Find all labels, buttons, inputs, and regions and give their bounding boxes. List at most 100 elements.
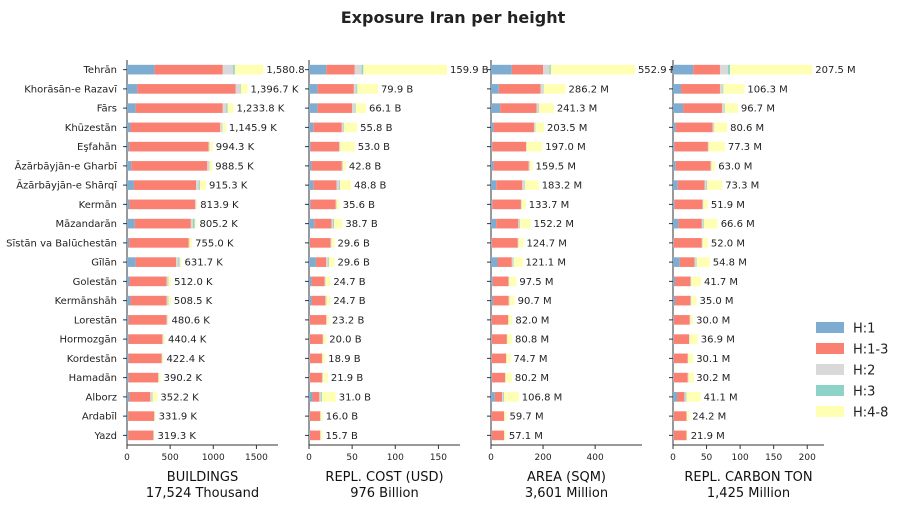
bar-segment xyxy=(497,257,512,267)
x-axis-total: 17,524 Thousand xyxy=(146,486,259,501)
bar-segment xyxy=(189,238,193,248)
bar-segment xyxy=(673,430,687,441)
bar-segment xyxy=(491,238,518,248)
bar-segment xyxy=(492,372,506,383)
bar-segment xyxy=(536,103,539,113)
bar-segment xyxy=(309,392,313,402)
bar-segment xyxy=(320,430,323,441)
bar-segment xyxy=(222,122,226,133)
bar-segment xyxy=(309,64,327,75)
data-label: 29.6 B xyxy=(338,258,370,269)
bar-segment xyxy=(506,353,511,364)
x-tick-label: 0 xyxy=(488,453,494,463)
bar-segment xyxy=(492,276,509,287)
bar-segment xyxy=(162,353,164,364)
data-label: 1,233.8 K xyxy=(236,104,284,115)
bar-segment xyxy=(163,334,166,344)
x-axis-label: AREA (SQM) xyxy=(527,470,606,485)
bar-segment xyxy=(701,218,704,229)
data-label: 631.7 K xyxy=(185,258,224,269)
data-label: 106.8 M xyxy=(522,392,562,403)
bar-segment xyxy=(673,103,684,113)
category-label: Āzārbāyjān-e Shārqī xyxy=(16,179,117,192)
bar-segment xyxy=(491,161,494,171)
data-label: 124.7 M xyxy=(526,238,566,249)
bar-segment xyxy=(703,218,704,229)
bar-segment xyxy=(128,411,155,421)
data-label: 54.8 M xyxy=(713,258,747,269)
bar-segment xyxy=(309,353,322,364)
bar-segment xyxy=(127,103,136,113)
data-label: 80.6 M xyxy=(730,123,764,134)
bar-segment xyxy=(543,84,566,94)
data-label: 183.2 M xyxy=(542,181,582,192)
bar-segment xyxy=(309,295,312,306)
bar-segment xyxy=(673,180,678,190)
bar-segment xyxy=(685,392,687,402)
bar-segment xyxy=(361,64,364,75)
bar-segment xyxy=(518,218,520,229)
bar-segment xyxy=(309,411,310,421)
bar-segment xyxy=(493,161,529,171)
bar-segment xyxy=(194,218,197,229)
bar-segment xyxy=(673,295,676,306)
bar-segment xyxy=(309,238,331,248)
bar-segment xyxy=(673,84,682,94)
bar-segment xyxy=(491,334,507,344)
data-label: 133.7 M xyxy=(529,200,569,211)
bar-segment xyxy=(128,353,162,364)
bar-segment xyxy=(363,64,447,75)
bar-segment xyxy=(704,180,707,190)
data-label: 53.0 B xyxy=(358,142,390,153)
bar-segment xyxy=(695,257,697,267)
x-tick-label: 150 xyxy=(765,453,782,463)
category-label: Lorestān xyxy=(74,315,117,326)
data-label: 159.5 M xyxy=(536,161,576,172)
bar-segment xyxy=(354,103,356,113)
bar-segment xyxy=(509,276,517,287)
bar-segment xyxy=(673,141,675,152)
category-label: Sīstān va Balūchestān xyxy=(6,238,117,249)
legend-swatch xyxy=(816,385,844,396)
bar-segment xyxy=(166,295,168,306)
bar-segment xyxy=(690,315,694,325)
bar-segment xyxy=(330,238,332,248)
bar-segment xyxy=(311,295,326,306)
bar-segment xyxy=(331,238,335,248)
bar-segment xyxy=(222,64,234,75)
x-axis-total: 976 Billion xyxy=(350,486,419,501)
data-label: 30.1 M xyxy=(696,354,730,365)
bar-segment xyxy=(528,161,530,171)
bar-segment xyxy=(508,315,513,325)
bar-segment xyxy=(673,372,674,383)
bar-segment xyxy=(491,218,497,229)
bar-segment xyxy=(491,257,498,267)
bar-segment xyxy=(127,64,155,75)
bar-segment xyxy=(712,122,714,133)
bar-segment xyxy=(353,84,357,94)
bar-segment xyxy=(127,161,132,171)
data-label: 97.5 M xyxy=(519,277,553,288)
bar-segment xyxy=(341,161,343,171)
bar-segment xyxy=(162,334,164,344)
bar-segment xyxy=(314,218,332,229)
bar-segment xyxy=(336,199,340,210)
bar-segment xyxy=(134,218,191,229)
bar-segment xyxy=(209,141,213,152)
bar-segment xyxy=(127,122,131,133)
bar-segment xyxy=(127,411,129,421)
bar-segment xyxy=(686,430,688,441)
data-label: 994.3 K xyxy=(216,142,255,153)
data-label: 96.7 M xyxy=(741,104,775,115)
bar-segment xyxy=(135,257,177,267)
data-label: 73.3 M xyxy=(725,181,759,192)
bar-segment xyxy=(190,218,194,229)
bar-segment xyxy=(340,141,355,152)
bar-segment xyxy=(234,64,264,75)
bar-segment xyxy=(235,84,241,94)
bar-segment xyxy=(690,276,692,287)
category-label: Āzārbāyjān-e Gharbī xyxy=(15,159,118,172)
category-label: Kordestān xyxy=(67,354,117,365)
bar-segment xyxy=(507,334,513,344)
